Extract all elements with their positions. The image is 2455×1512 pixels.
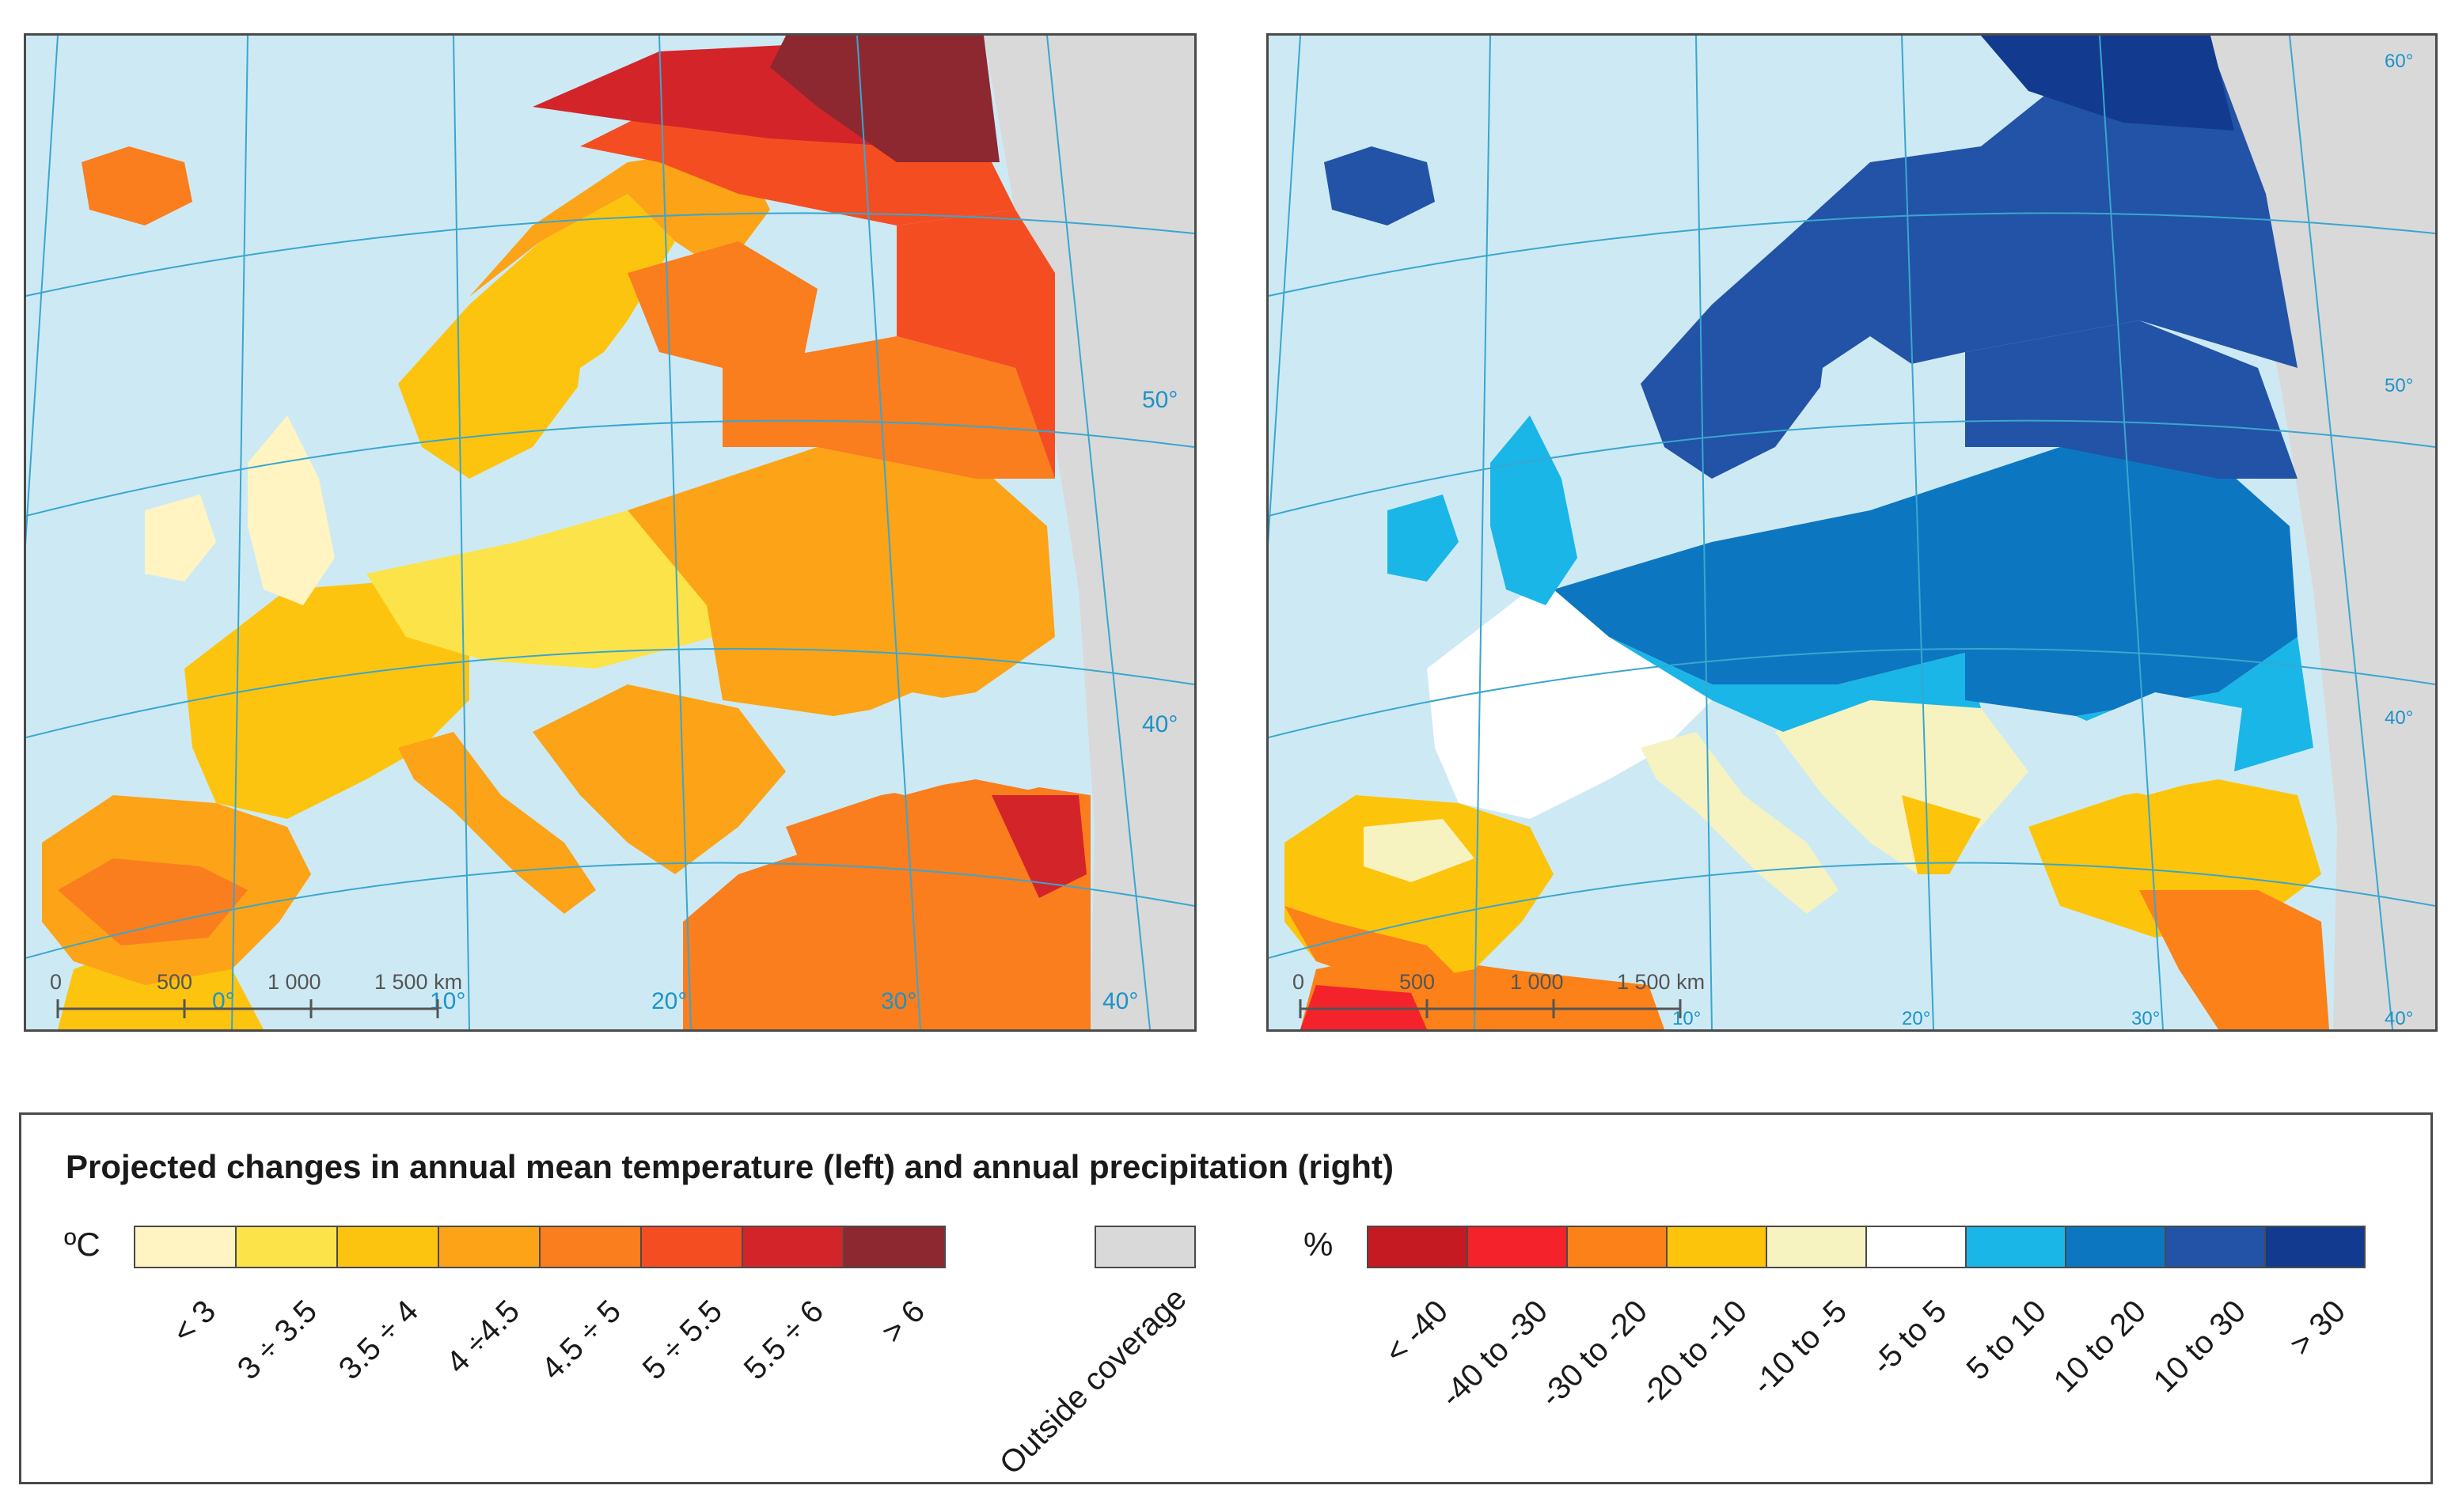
legend-swatch — [134, 1226, 237, 1268]
legend-swatch — [1467, 1226, 1568, 1268]
near-east — [2139, 890, 2329, 1029]
legend-swatch — [1566, 1226, 1668, 1268]
outside-coverage-legend — [1095, 1226, 1196, 1268]
scandinavia — [398, 194, 675, 479]
scale-tick: 1 500 km — [1617, 970, 1705, 994]
temperature-map: 50° 40° 0° 10° 20° 30° 40° 0 500 1 000 1… — [24, 33, 1197, 1032]
legend: Projected changes in annual mean tempera… — [19, 1112, 2433, 1484]
lat-label: 50° — [2385, 375, 2413, 396]
greece — [1902, 795, 1981, 874]
scale-tick: 1 000 — [1510, 970, 1564, 994]
black-sea — [2060, 692, 2242, 795]
north-africa-dry — [1300, 985, 1427, 1029]
outside-coverage-swatch — [1095, 1226, 1196, 1268]
finland — [628, 241, 818, 368]
iceland — [82, 146, 192, 225]
precipitation-unit: % — [1303, 1226, 1334, 1263]
alps-band — [1609, 637, 1981, 732]
lon-label: 10° — [1672, 1008, 1701, 1029]
lon-label: 20° — [1902, 1008, 1930, 1029]
temperature-scale — [134, 1226, 946, 1268]
legend-swatch — [2264, 1226, 2366, 1268]
ireland — [1387, 495, 1459, 582]
lat-label: 60° — [2385, 51, 2413, 72]
arctic-band-hottest — [770, 36, 1000, 162]
legend-swatch — [843, 1226, 946, 1268]
scale-bar: 0 500 1 000 1 500 km — [1292, 970, 1705, 1018]
arctic — [1981, 36, 2234, 131]
scandinavia-north — [469, 146, 770, 297]
legend-swatch — [640, 1226, 743, 1268]
baltic-sea — [1815, 336, 1918, 463]
legend-swatch — [1666, 1226, 1767, 1268]
scale-tick: 500 — [157, 970, 192, 994]
russia-west — [723, 336, 1055, 479]
legend-swatch — [742, 1226, 844, 1268]
central-europe — [1554, 510, 1981, 684]
lon-label: 40° — [1102, 988, 1138, 1014]
iberia-interior — [58, 858, 248, 945]
russia-west — [1965, 320, 2298, 479]
iceland — [1324, 146, 1435, 225]
iberia-south — [1284, 906, 1459, 985]
lat-label: 40° — [1142, 711, 1178, 737]
lon-label: 30° — [881, 988, 916, 1014]
scale-tick: 1 500 km — [374, 970, 462, 994]
lon-label: 0° — [212, 988, 235, 1014]
temperature-map-svg: 50° 40° 0° 10° 20° 30° 40° 0 500 1 000 1… — [26, 36, 1194, 1029]
graticule — [1269, 36, 2435, 1029]
scandinavia — [1641, 67, 2298, 479]
scale-tick: 0 — [1292, 970, 1304, 994]
scale-bar: 0 500 1 000 1 500 km — [50, 970, 462, 1018]
central-europe — [366, 510, 723, 669]
lat-label: 50° — [1142, 387, 1178, 413]
legend-swatch — [539, 1226, 642, 1268]
precipitation-scale — [1367, 1226, 2366, 1268]
scale-tick: 0 — [50, 970, 62, 994]
legend-swatch — [336, 1226, 439, 1268]
temperature-unit: ºC — [64, 1226, 101, 1263]
baltic-sea — [572, 336, 675, 463]
legend-swatch — [1865, 1226, 1967, 1268]
legend-swatch — [438, 1226, 541, 1268]
great-britain — [248, 415, 335, 605]
russia-north — [897, 210, 1055, 479]
legend-swatch — [1965, 1226, 2066, 1268]
lon-label: 30° — [2131, 1008, 2160, 1029]
outside-coverage-label: Outside coverage — [992, 1281, 1193, 1482]
iberia-north — [1364, 819, 1474, 882]
precipitation-map-svg: 60° 50° 40° 10° 20° 30° 40° 0 500 1 000 … — [1269, 36, 2435, 1029]
legend-swatch — [2065, 1226, 2166, 1268]
legend-swatch — [2165, 1226, 2266, 1268]
legend-title: Projected changes in annual mean tempera… — [66, 1148, 1394, 1185]
ireland — [145, 495, 216, 582]
legend-swatch — [1766, 1226, 1867, 1268]
scale-tick: 1 000 — [268, 970, 321, 994]
lon-label: 40° — [2385, 1008, 2413, 1029]
precipitation-map: 60° 50° 40° 10° 20° 30° 40° 0 500 1 000 … — [1266, 33, 2438, 1032]
legend-swatch — [235, 1226, 338, 1268]
france — [184, 582, 469, 819]
lat-label: 40° — [2385, 707, 2413, 729]
graticule — [26, 36, 1194, 1029]
black-sea — [818, 692, 1000, 795]
balkans — [533, 684, 786, 874]
scale-tick: 500 — [1399, 970, 1435, 994]
caucasus — [992, 795, 1087, 898]
lon-label: 20° — [651, 988, 687, 1014]
legend-swatch — [1367, 1226, 1468, 1268]
great-britain — [1490, 415, 1577, 605]
